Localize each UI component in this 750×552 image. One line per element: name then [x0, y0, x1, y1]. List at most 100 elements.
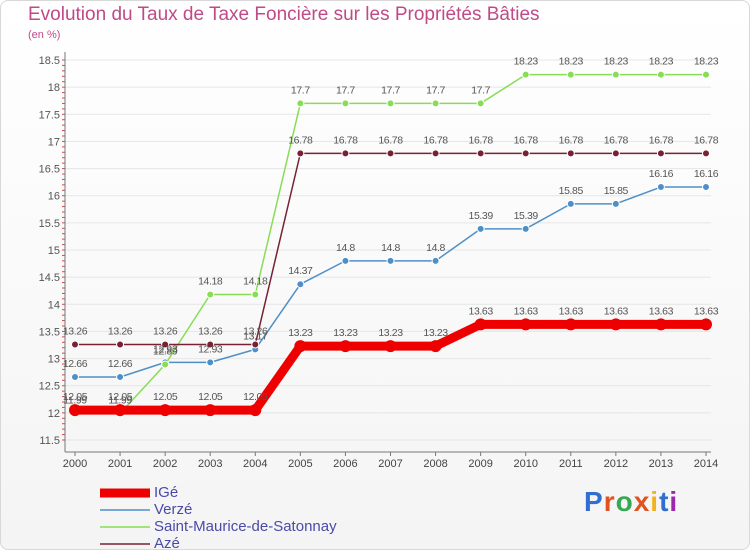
data-label: 13.63 — [559, 305, 584, 317]
data-label: 12.05 — [243, 391, 268, 403]
legend-item-verze: Verzé — [100, 501, 337, 518]
data-label: 17.7 — [336, 84, 355, 96]
data-label: 17.7 — [471, 84, 490, 96]
y-tick-label: 11.5 — [39, 435, 60, 447]
x-tick-label: 2004 — [243, 458, 267, 470]
data-point — [206, 358, 215, 367]
data-point — [249, 404, 262, 417]
data-point — [702, 70, 710, 79]
data-label: 13.23 — [378, 327, 403, 339]
data-point — [609, 318, 622, 331]
data-label: 17.7 — [426, 84, 445, 96]
x-tick-label: 2005 — [288, 458, 312, 470]
data-point — [702, 149, 710, 158]
y-tick-label: 13.5 — [39, 326, 60, 338]
data-point — [384, 340, 397, 353]
data-label: 13.63 — [604, 305, 629, 317]
data-point — [206, 340, 215, 349]
y-tick-label: 13 — [48, 354, 60, 366]
data-point — [341, 149, 350, 158]
data-label: 14.8 — [336, 242, 355, 254]
data-label: 13.26 — [243, 325, 268, 337]
legend-swatch-verze — [100, 508, 150, 511]
data-label: 18.23 — [694, 56, 719, 68]
data-point — [611, 70, 620, 79]
data-label: 12.93 — [153, 343, 178, 355]
data-point — [206, 290, 215, 299]
data-label: 14.8 — [381, 242, 400, 254]
data-point — [296, 99, 305, 108]
data-label: 13.63 — [694, 305, 719, 317]
legend-item-aze: Azé — [100, 535, 337, 552]
legend-label-verze: Verzé — [154, 501, 193, 518]
data-point — [654, 318, 667, 331]
logo-letter: x — [633, 486, 651, 517]
data-point — [429, 340, 442, 353]
y-tick-label: 12 — [48, 408, 60, 420]
data-label: 16.78 — [333, 134, 358, 146]
data-point — [204, 404, 217, 417]
data-label: 12.89 — [153, 346, 178, 358]
data-point — [386, 99, 395, 108]
legend-label-saint-maurice: Saint-Maurice-de-Satonnay — [154, 518, 337, 535]
y-tick-label: 14.5 — [39, 272, 60, 284]
x-tick-label: 2011 — [559, 458, 583, 470]
data-label: 13.63 — [649, 305, 674, 317]
data-point — [161, 340, 170, 349]
logo-letter: i — [669, 486, 679, 517]
data-label: 13.23 — [423, 327, 448, 339]
legend-label-aze: Azé — [154, 535, 180, 552]
x-tick-label: 2000 — [63, 458, 87, 470]
data-label: 14.8 — [426, 242, 445, 254]
data-label: 18.23 — [604, 56, 629, 68]
y-tick-label: 12.5 — [39, 381, 60, 393]
legend-label-ige: IGé — [154, 484, 179, 501]
data-point — [566, 70, 575, 79]
x-tick-label: 2013 — [649, 458, 673, 470]
data-point — [564, 318, 577, 331]
data-label: 18.23 — [559, 56, 584, 68]
data-label: 16.78 — [288, 134, 313, 146]
data-point — [656, 70, 665, 79]
data-point — [611, 149, 620, 158]
data-label: 13.23 — [333, 327, 358, 339]
data-point — [386, 149, 395, 158]
data-point — [69, 404, 81, 417]
data-label: 13.63 — [469, 305, 494, 317]
legend-item-ige: IGé — [100, 484, 337, 501]
data-label: 17.7 — [381, 84, 400, 96]
data-label: 14.37 — [288, 265, 313, 277]
data-label: 16.78 — [469, 134, 494, 146]
data-label: 12.66 — [108, 358, 133, 370]
data-point — [296, 280, 305, 289]
data-label: 11.99 — [63, 394, 87, 406]
data-point — [519, 318, 532, 331]
y-tick-label: 16 — [48, 191, 60, 203]
data-point — [116, 340, 125, 349]
data-label: 13.26 — [108, 325, 133, 337]
logo-letter: P — [584, 486, 604, 517]
data-point — [71, 373, 79, 382]
data-point — [116, 373, 125, 382]
legend: IGé Verzé Saint-Maurice-de-Satonnay Azé — [100, 484, 337, 552]
legend-swatch-ige — [100, 488, 150, 497]
data-label: 16.16 — [694, 168, 719, 180]
data-point — [476, 149, 485, 158]
data-label: 12.05 — [63, 391, 88, 403]
data-label: 15.85 — [559, 185, 584, 197]
data-point — [611, 199, 620, 208]
x-tick-label: 2003 — [198, 458, 222, 470]
data-point — [566, 199, 575, 208]
data-label: 16.78 — [423, 134, 448, 146]
y-tick-label: 15 — [48, 245, 60, 257]
x-tick-label: 2002 — [153, 458, 177, 470]
data-label: 17.7 — [291, 84, 310, 96]
data-label: 16.78 — [514, 134, 539, 146]
data-label: 13.17 — [243, 330, 268, 342]
data-point — [431, 99, 440, 108]
x-tick-label: 2001 — [108, 458, 132, 470]
data-label: 12.66 — [63, 358, 88, 370]
data-label: 12.05 — [198, 391, 223, 403]
data-point — [294, 340, 307, 353]
